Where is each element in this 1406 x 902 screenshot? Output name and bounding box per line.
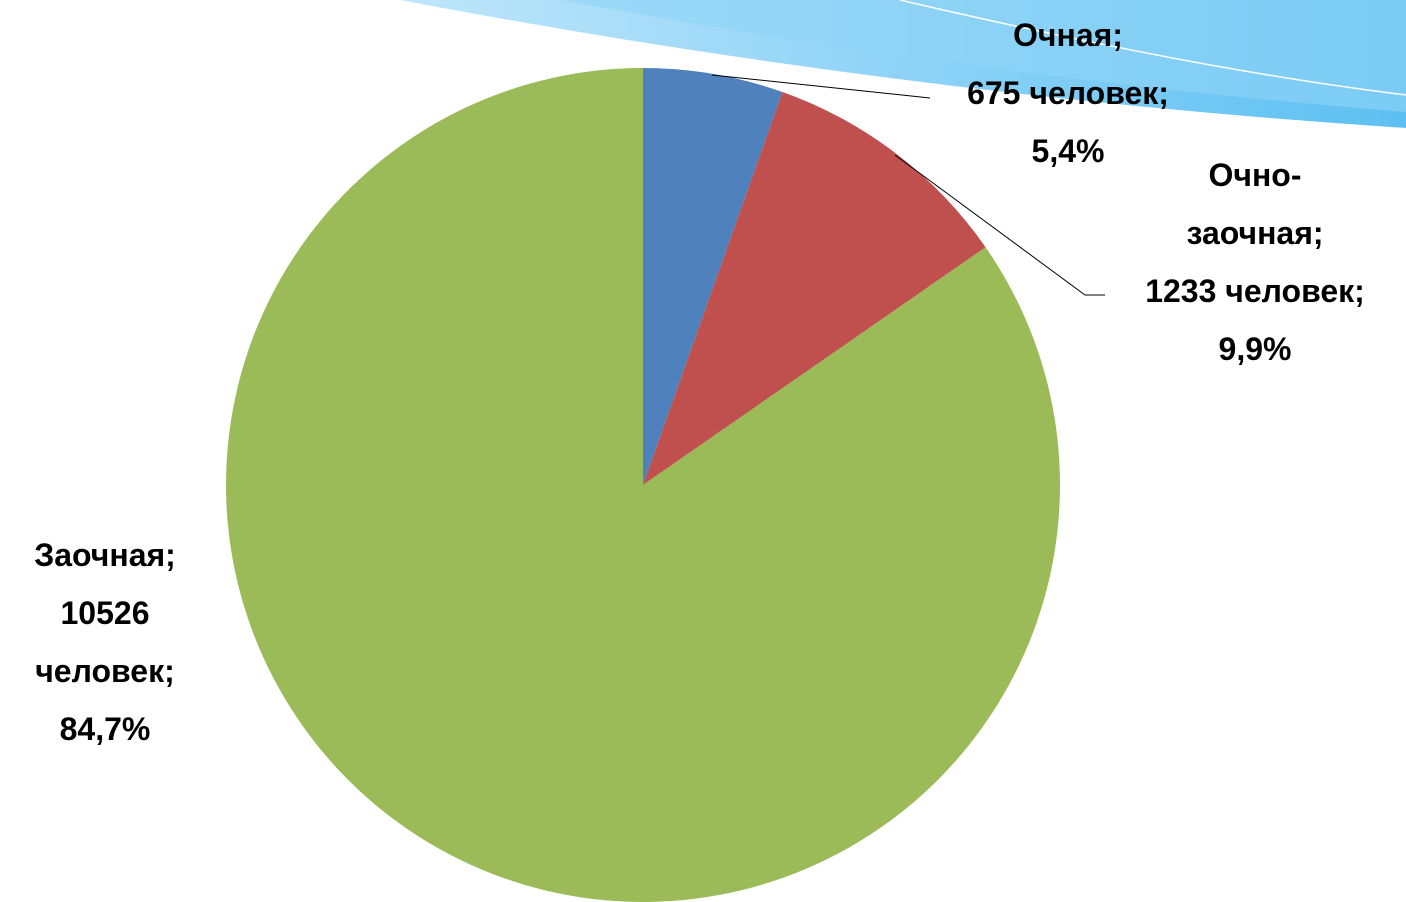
label-percent: 9,9% (1100, 320, 1406, 378)
data-label: Заочная;10526 человек;84,7% (0, 526, 210, 758)
data-label: Очно-заочная;1233 человек;9,9% (1100, 146, 1406, 378)
label-percent: 84,7% (0, 700, 210, 758)
label-count: 1233 человек; (1100, 262, 1406, 320)
label-count: 10526 человек; (15, 584, 195, 700)
pie (226, 68, 1060, 902)
label-count: 675 человек; (918, 64, 1218, 122)
label-category: Заочная; (0, 526, 210, 584)
page: (() => { const data = JSON.parse(documen… (0, 0, 1406, 902)
label-category: Очная; (918, 6, 1218, 64)
label-category: Очно-заочная; (1180, 146, 1330, 262)
